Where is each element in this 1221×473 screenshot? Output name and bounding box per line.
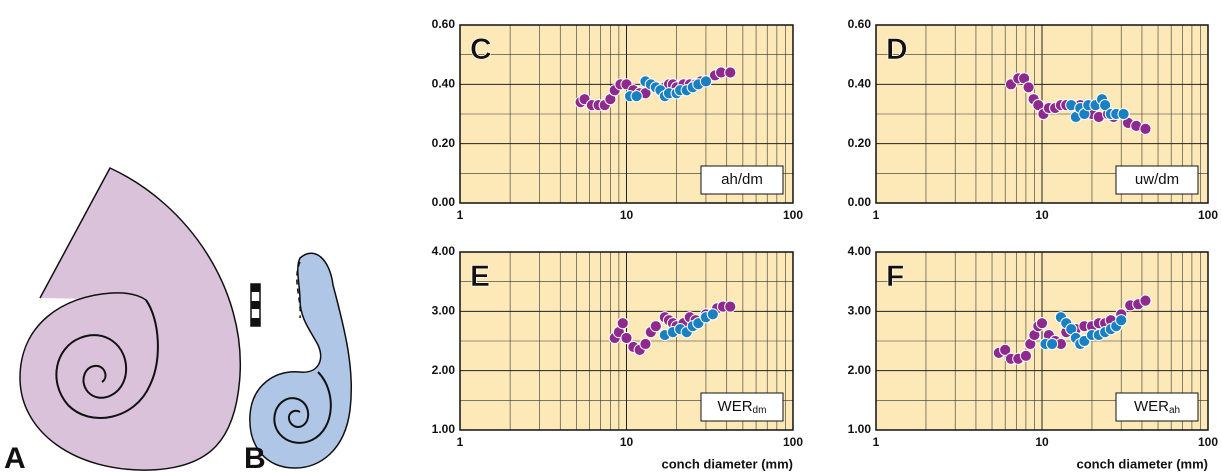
label-sub: dm (753, 405, 767, 416)
scatter-point (724, 66, 737, 79)
y-tick-label: 0.60 (432, 17, 456, 31)
y-tick-label: 0.20 (848, 136, 872, 150)
scatter-point (706, 308, 719, 321)
scale-bar-segment (251, 318, 260, 326)
scale-bar-segment (251, 301, 260, 309)
chart: 1 10 100 0.00 0.20 0.40 0.60 Duw/dm (848, 17, 1219, 222)
x-tick-label: 10 (620, 435, 634, 449)
x-tick-label: 10 (620, 208, 634, 222)
x-axis-label: conch diameter (mm) (1077, 456, 1208, 471)
x-axis-label: conch diameter (mm) (662, 456, 793, 471)
scatter-point (639, 337, 652, 351)
y-tick-label: 4.00 (848, 244, 872, 258)
y-tick-label: 3.00 (848, 304, 872, 318)
scatter-point (999, 343, 1012, 356)
y-tick-label: 0.40 (432, 77, 456, 91)
scatter-point (630, 90, 643, 103)
shell-b-spiral (273, 371, 332, 444)
figure-label: B (244, 442, 266, 473)
plot-frame (875, 24, 1209, 204)
panel-letter: D (886, 33, 908, 66)
shell-b-outline (249, 252, 353, 469)
label-text: WERdm (718, 398, 767, 416)
scatter-point (620, 331, 633, 345)
panel-letter: E (470, 260, 490, 293)
panel-letter: F (886, 260, 904, 293)
x-tick-label: 100 (1198, 208, 1218, 222)
y-tick-label: 0.60 (848, 17, 872, 31)
scatter-point (1035, 317, 1049, 330)
y-tick-label: 1.00 (432, 422, 456, 436)
label-main: ah/dm (721, 171, 763, 188)
scatter-point (1019, 349, 1033, 362)
x-tick-label: 10 (1035, 208, 1049, 222)
label-text: ah/dm (721, 171, 763, 188)
label-box (700, 392, 784, 422)
scatter-point (1045, 337, 1059, 351)
x-tick-label: 10 (1035, 435, 1049, 449)
plot-frame (459, 251, 794, 431)
x-tick-label: 100 (783, 435, 803, 449)
y-tick-label: 0.00 (848, 195, 872, 209)
x-tick-label: 100 (1198, 435, 1218, 449)
figure-label: A (4, 442, 26, 473)
label-text: uw/dm (1135, 171, 1179, 188)
scatter-point (1117, 107, 1130, 121)
scatter-point (649, 320, 662, 333)
scale-bar-segment (251, 284, 260, 292)
shell-b-dashed (296, 261, 301, 319)
y-tick-label: 0.00 (432, 195, 456, 209)
x-tick-label: 1 (457, 435, 464, 449)
x-tick-label: 1 (457, 208, 464, 222)
scatter-point (1139, 122, 1152, 135)
y-tick-label: 4.00 (432, 244, 456, 258)
label-text: WERah (1134, 398, 1180, 416)
x-tick-label: 1 (873, 435, 880, 449)
chart: 1 10 100 1.00 2.00 3.00 4.00 E WERdm conch diamet… (432, 244, 804, 471)
scale-bar (250, 283, 261, 327)
scatter-point (1099, 99, 1112, 112)
scatter-point (724, 300, 737, 313)
y-tick-label: 0.20 (432, 136, 456, 150)
scatter-point (699, 75, 713, 88)
label-box (1115, 165, 1199, 195)
plot-frame (875, 251, 1209, 431)
scatter-point (1115, 314, 1128, 327)
shell-a-outline (19, 167, 242, 471)
label-main: WER (718, 398, 753, 415)
y-tick-label: 3.00 (432, 304, 456, 318)
scatter-point (1139, 294, 1152, 307)
label-sub: ah (1169, 405, 1180, 416)
y-tick-label: 2.00 (432, 363, 456, 377)
label-box (700, 165, 784, 195)
y-tick-label: 0.40 (848, 77, 872, 91)
plot-frame (459, 24, 794, 204)
scatter-point (616, 317, 629, 330)
label-main: uw/dm (1135, 171, 1179, 188)
panel-letter: C (470, 33, 492, 66)
label-main: WER (1134, 398, 1169, 415)
scatter-point (1022, 81, 1035, 94)
shell-a-spiral (55, 299, 159, 419)
chart: 1 10 100 1.00 2.00 3.00 4.00 F WERah conch diamet… (848, 244, 1219, 471)
x-tick-label: 100 (783, 208, 803, 222)
chart: 1 10 100 0.00 0.20 0.40 0.60 Cah/dm (432, 17, 804, 222)
y-tick-label: 2.00 (848, 363, 872, 377)
y-tick-label: 1.00 (848, 422, 872, 436)
x-tick-label: 1 (873, 208, 880, 222)
shell-a (19, 167, 242, 471)
label-box (1115, 392, 1199, 422)
shell-b (249, 252, 353, 469)
